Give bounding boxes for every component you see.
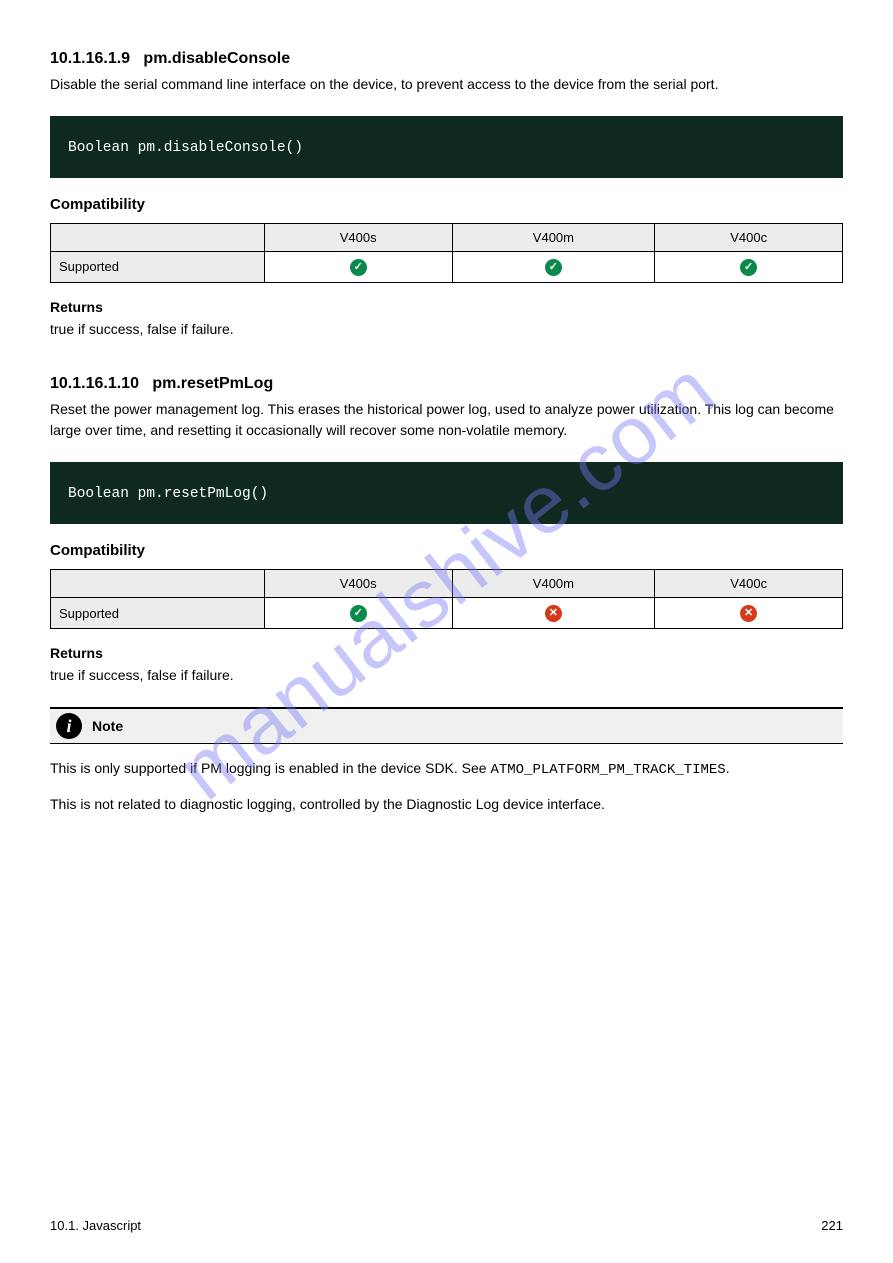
page-root: 10.1.16.1.9 pm.disableConsole Disable th…: [0, 0, 893, 1263]
compatibility-table: V400s V400m V400c Supported ✓ ✕ ✕: [50, 569, 843, 629]
check-icon: ✓: [545, 259, 562, 276]
check-icon: ✓: [740, 259, 757, 276]
table-header-cell: V400s: [264, 570, 452, 598]
note-body: This is only supported if PM logging is …: [50, 758, 843, 815]
table-header-cell: [51, 223, 265, 251]
note-link[interactable]: ATMO_PLATFORM_PM_TRACK_TIMES: [490, 762, 725, 778]
section-number: 10.1.16.1.10: [50, 375, 139, 392]
table-header-cell: V400c: [655, 570, 843, 598]
table-row: Supported ✓ ✓ ✓: [51, 251, 843, 282]
code-block: Boolean pm.resetPmLog(): [50, 462, 843, 524]
table-header-cell: V400s: [264, 223, 452, 251]
note-text: This is only supported if PM logging is …: [50, 760, 487, 776]
note-paragraph: This is not related to diagnostic loggin…: [50, 794, 843, 816]
section-heading: 10.1.16.1.9 pm.disableConsole: [50, 50, 843, 68]
section-disable-console: 10.1.16.1.9 pm.disableConsole Disable th…: [50, 50, 843, 341]
returns-text: true if success, false if failure.: [50, 319, 843, 341]
returns-label: Returns: [50, 299, 843, 315]
footer-left: 10.1. Javascript: [50, 1218, 141, 1233]
section-description: Reset the power management log. This era…: [50, 399, 843, 442]
table-cell: ✓: [264, 251, 452, 282]
table-cell: ✕: [452, 598, 655, 629]
note-title: Note: [92, 718, 123, 734]
section-title: pm.disableConsole: [143, 50, 290, 67]
table-row-label: Supported: [51, 598, 265, 629]
table-row-label: Supported: [51, 251, 265, 282]
table-cell: ✓: [452, 251, 655, 282]
check-icon: ✓: [350, 259, 367, 276]
cross-icon: ✕: [740, 605, 757, 622]
table-cell: ✓: [264, 598, 452, 629]
info-icon: i: [56, 713, 82, 739]
section-title: pm.resetPmLog: [152, 375, 273, 392]
returns-label: Returns: [50, 645, 843, 661]
compatibility-table: V400s V400m V400c Supported ✓ ✓ ✓: [50, 223, 843, 283]
table-header-cell: V400m: [452, 570, 655, 598]
note-paragraph: This is only supported if PM logging is …: [50, 758, 843, 782]
note-header: i Note: [56, 713, 837, 739]
footer-page-number: 221: [821, 1218, 843, 1233]
returns-text: true if success, false if failure.: [50, 665, 843, 687]
cross-icon: ✕: [545, 605, 562, 622]
table-row: Supported ✓ ✕ ✕: [51, 598, 843, 629]
table-header-row: V400s V400m V400c: [51, 223, 843, 251]
code-block: Boolean pm.disableConsole(): [50, 116, 843, 178]
note-box: i Note: [50, 707, 843, 744]
note-text: .: [726, 760, 730, 776]
table-header-row: V400s V400m V400c: [51, 570, 843, 598]
compatibility-heading: Compatibility: [50, 196, 843, 213]
page-footer: 10.1. Javascript 221: [50, 1218, 843, 1233]
section-number: 10.1.16.1.9: [50, 50, 130, 67]
table-header-cell: [51, 570, 265, 598]
table-cell: ✕: [655, 598, 843, 629]
section-reset-pm-log: 10.1.16.1.10 pm.resetPmLog Reset the pow…: [50, 375, 843, 687]
table-header-cell: V400c: [655, 223, 843, 251]
compatibility-heading: Compatibility: [50, 542, 843, 559]
table-header-cell: V400m: [452, 223, 655, 251]
check-icon: ✓: [350, 605, 367, 622]
table-cell: ✓: [655, 251, 843, 282]
section-heading: 10.1.16.1.10 pm.resetPmLog: [50, 375, 843, 393]
section-description: Disable the serial command line interfac…: [50, 74, 843, 96]
